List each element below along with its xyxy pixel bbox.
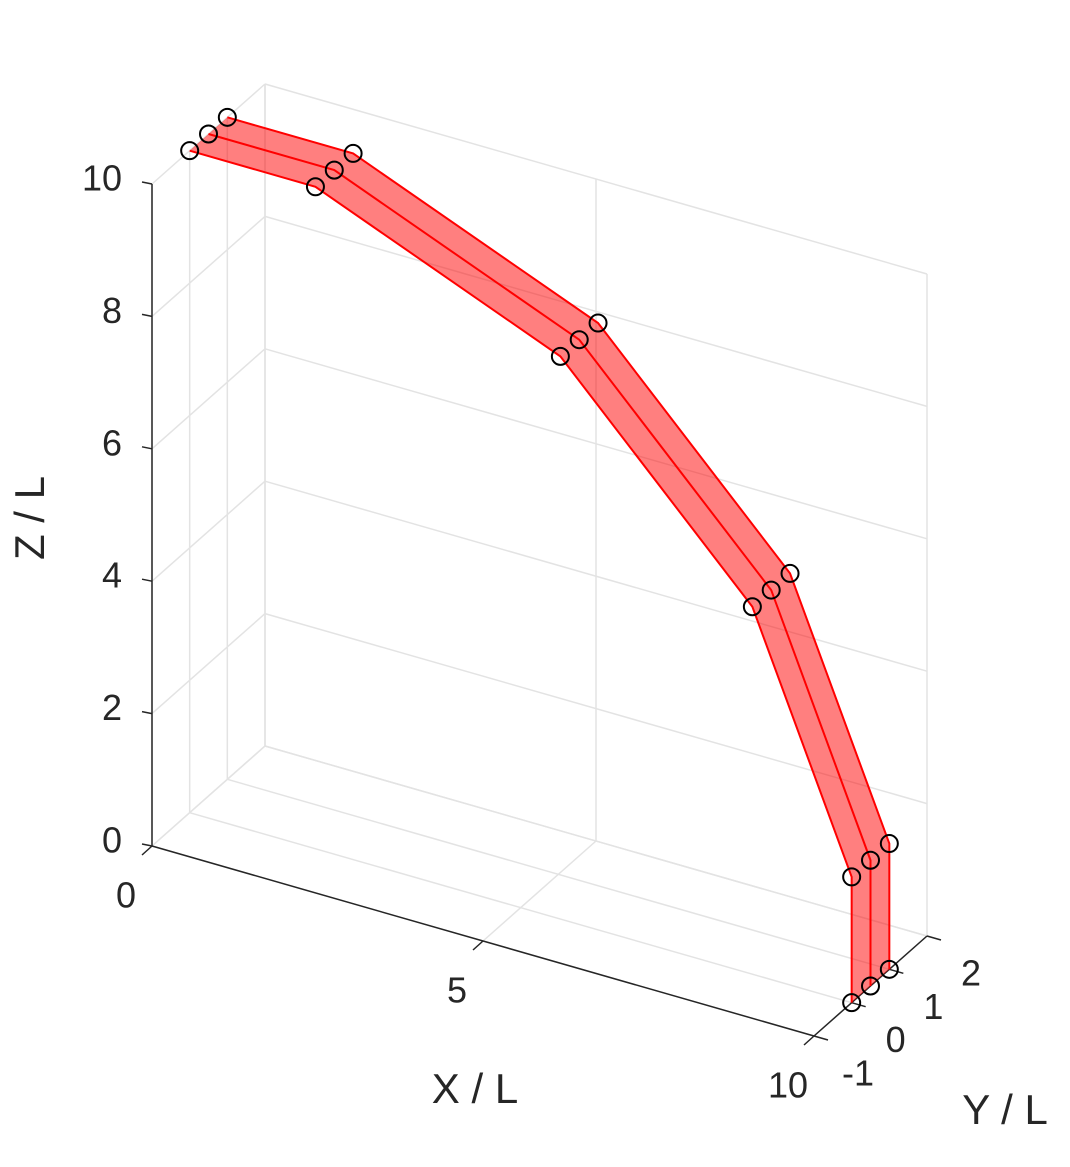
z-tick-label: 8 (102, 290, 122, 331)
grid-line (264, 83, 928, 275)
marker (780, 563, 800, 583)
marker (842, 867, 862, 887)
z-axis-label: Z / L (6, 476, 53, 560)
y-tick (851, 1001, 866, 1008)
line (227, 116, 891, 970)
x-tick (141, 845, 153, 856)
ribbon-patch (208, 117, 354, 171)
grid-line (189, 811, 852, 1004)
grid-line (151, 215, 266, 317)
marker (180, 141, 200, 161)
z-tick-label: 4 (102, 555, 122, 596)
ribbon-patch (752, 590, 871, 877)
ribbon-patch (771, 573, 890, 861)
ribbon-patch (851, 860, 871, 1003)
marker (217, 107, 237, 127)
z-tick (141, 710, 153, 715)
marker (343, 143, 363, 163)
y-tick-label: 2 (961, 953, 981, 994)
x-tick-label: 0 (116, 875, 136, 916)
grid-line (151, 745, 266, 847)
z-tick-label: 2 (102, 687, 122, 728)
z-tick (141, 446, 153, 450)
y-tick-label: 0 (886, 1019, 906, 1060)
grid-line (151, 480, 266, 582)
marker (324, 160, 344, 180)
marker (879, 959, 899, 979)
marker (550, 346, 570, 366)
marker (742, 597, 762, 617)
ribbon-patch (870, 843, 890, 986)
marker (861, 850, 880, 870)
marker (761, 580, 781, 600)
marker (569, 330, 589, 350)
marker (588, 313, 608, 333)
z-tick-label: 0 (102, 820, 122, 861)
z-tick-label: 10 (82, 158, 122, 199)
ribbon-patch (315, 170, 580, 357)
x-tick (472, 940, 484, 951)
x-tick-label: 10 (768, 1065, 808, 1106)
ribbon-patch (334, 153, 599, 340)
y-tick-label: -1 (842, 1053, 874, 1094)
grid-line (264, 480, 928, 672)
y-tick (813, 1035, 829, 1041)
grid-line (482, 840, 597, 942)
grid-line (151, 613, 266, 715)
z-tick (141, 843, 153, 847)
marker (305, 177, 325, 197)
grid-line (264, 745, 928, 937)
y-axis-label: Y / L (962, 1086, 1048, 1133)
marker (842, 993, 862, 1013)
ribbon-patch (189, 134, 335, 187)
ribbon-patch (560, 339, 772, 607)
x-axis-label: X / L (432, 1065, 518, 1112)
marker (879, 834, 899, 854)
line (208, 133, 872, 986)
marker (861, 976, 880, 996)
grid-line (227, 778, 890, 971)
grid-line (151, 348, 266, 450)
ribbon-patch (579, 323, 791, 591)
x-tick (803, 1035, 815, 1046)
grid-line (264, 348, 928, 540)
grid-line (264, 215, 928, 408)
z-tick-label: 6 (102, 422, 122, 463)
z-tick (141, 578, 153, 582)
z-tick (141, 313, 153, 318)
x-tick-label: 5 (447, 970, 467, 1011)
z-tick (141, 181, 153, 185)
y-tick (926, 935, 942, 941)
y-tick (889, 968, 904, 975)
marker (199, 124, 218, 144)
line (189, 149, 853, 1003)
y-tick-label: 1 (923, 986, 943, 1027)
